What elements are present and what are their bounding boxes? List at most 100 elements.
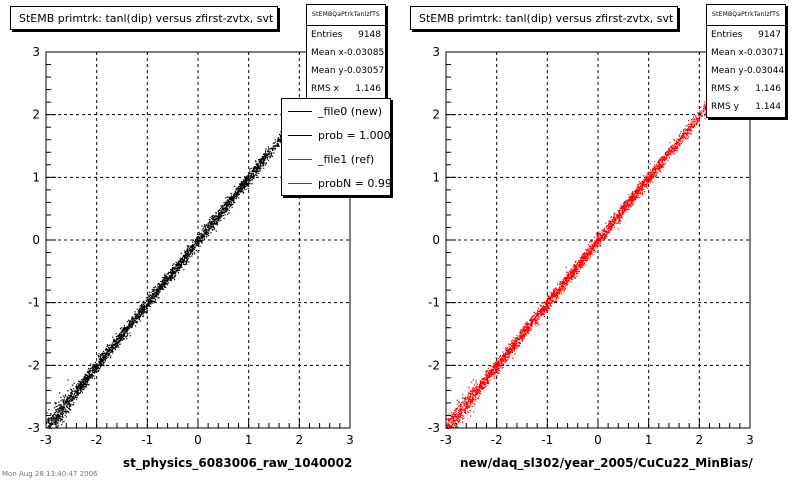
right-scatter-point [662, 164, 664, 166]
left-scatter-point [107, 355, 109, 357]
left-scatter-point [251, 179, 254, 181]
right-scatter-point [644, 185, 646, 187]
left-scatter-point [66, 406, 68, 408]
left-scatter-point [252, 175, 255, 177]
right-scatter-point [601, 237, 604, 239]
left-scatter-point [195, 244, 197, 246]
left-scatter-point [51, 415, 53, 417]
left-scatter-point [103, 365, 105, 367]
left-scatter-point [257, 159, 260, 161]
left-scatter-point [122, 334, 125, 336]
legend-swatch-black [288, 134, 312, 136]
left-scatter-point [188, 255, 190, 257]
left-scatter-point [151, 296, 153, 298]
left-scatter-point [146, 307, 148, 310]
right-scatter-point [541, 314, 543, 316]
left-scatter-point [163, 281, 165, 283]
left-scatter-point [179, 266, 181, 268]
right-scatter-point [680, 138, 682, 140]
left-scatter-point [132, 317, 134, 319]
left-scatter-point [119, 336, 121, 338]
left-scatter-point [246, 180, 248, 183]
left-scatter-point [93, 365, 95, 367]
right-scatter-point [661, 160, 664, 162]
left-scatter-point [167, 282, 169, 284]
left-scatter-point [65, 400, 67, 402]
right-scatter-point [602, 230, 605, 232]
left-scatter-point [92, 369, 94, 371]
left-scatter-point [61, 416, 63, 418]
left-scatter-point [176, 270, 178, 272]
left-scatter-point [46, 422, 48, 425]
right-scatter-point [519, 337, 521, 339]
left-scatter-point [98, 367, 100, 369]
left-scatter-point [105, 354, 107, 356]
left-scatter-point [55, 414, 57, 417]
left-scatter-point [111, 351, 113, 353]
left-scatter-point [217, 210, 219, 212]
left-y-tick-label: -2 [28, 358, 40, 372]
left-scatter-point [180, 262, 183, 264]
left-scatter-point [56, 413, 58, 415]
left-scatter-point [91, 373, 93, 375]
left-scatter-point [193, 244, 195, 247]
left-scatter-point [59, 412, 61, 414]
left-stats-box: StEMBQaPtrkTanlzfTS Entries 9148 Mean x … [306, 4, 386, 100]
right-scatter-point [473, 389, 475, 391]
left-scatter-point [182, 261, 184, 263]
left-scatter-point [268, 150, 270, 152]
left-scatter-point [271, 155, 273, 158]
right-scatter-point [546, 295, 548, 297]
left-scatter-point [172, 267, 174, 269]
right-scatter-point [527, 323, 529, 326]
left-y-tick-label: 0 [32, 233, 40, 247]
right-scatter-point [565, 278, 567, 281]
left-scatter-point [114, 345, 116, 347]
left-scatter-point [248, 177, 250, 179]
right-scatter-point [630, 198, 633, 200]
left-scatter-point [175, 274, 177, 276]
right-scatter-point [646, 184, 648, 186]
left-scatter-point [169, 279, 171, 282]
left-scatter-point [66, 406, 68, 408]
left-scatter-point [210, 228, 212, 230]
right-scatter-point [456, 417, 458, 419]
left-scatter-point [85, 384, 87, 386]
right-scatter-point [563, 286, 565, 288]
left-scatter-point [63, 405, 65, 407]
left-scatter-point [102, 355, 105, 357]
right-scatter-point [603, 239, 605, 241]
legend-entry-file0: _file0 (new) [282, 99, 390, 123]
left-scatter-point [186, 249, 188, 251]
left-scatter-point [146, 296, 149, 298]
left-scatter-point [208, 232, 210, 235]
left-scatter-point [71, 400, 73, 402]
left-scatter-point [50, 419, 52, 421]
right-scatter-point [620, 206, 623, 208]
left-scatter-point [91, 368, 94, 370]
right-scatter-point [574, 267, 576, 269]
left-scatter-point [265, 155, 267, 157]
left-scatter-point [241, 188, 243, 190]
right-scatter-point [693, 125, 695, 127]
left-scatter-point [256, 168, 258, 170]
left-scatter-point [123, 333, 125, 335]
right-scatter-point [670, 147, 673, 149]
left-scatter-point [170, 278, 172, 281]
right-scatter-point [663, 155, 665, 157]
right-scatter-point [599, 233, 602, 235]
right-scatter-point [500, 358, 502, 360]
right-scatter-point [582, 260, 584, 262]
left-scatter-point [136, 317, 138, 319]
left-scatter-point [192, 246, 194, 248]
left-scatter-point [204, 224, 206, 226]
right-scatter-point [512, 344, 514, 346]
left-scatter-point [238, 185, 240, 188]
right-scatter-point [630, 206, 632, 208]
left-scatter-point [198, 242, 200, 244]
left-scatter-point [104, 353, 106, 355]
left-scatter-point [139, 315, 142, 317]
right-scatter-point [641, 189, 643, 192]
right-scatter-point [494, 364, 496, 366]
right-scatter-point [486, 370, 488, 372]
